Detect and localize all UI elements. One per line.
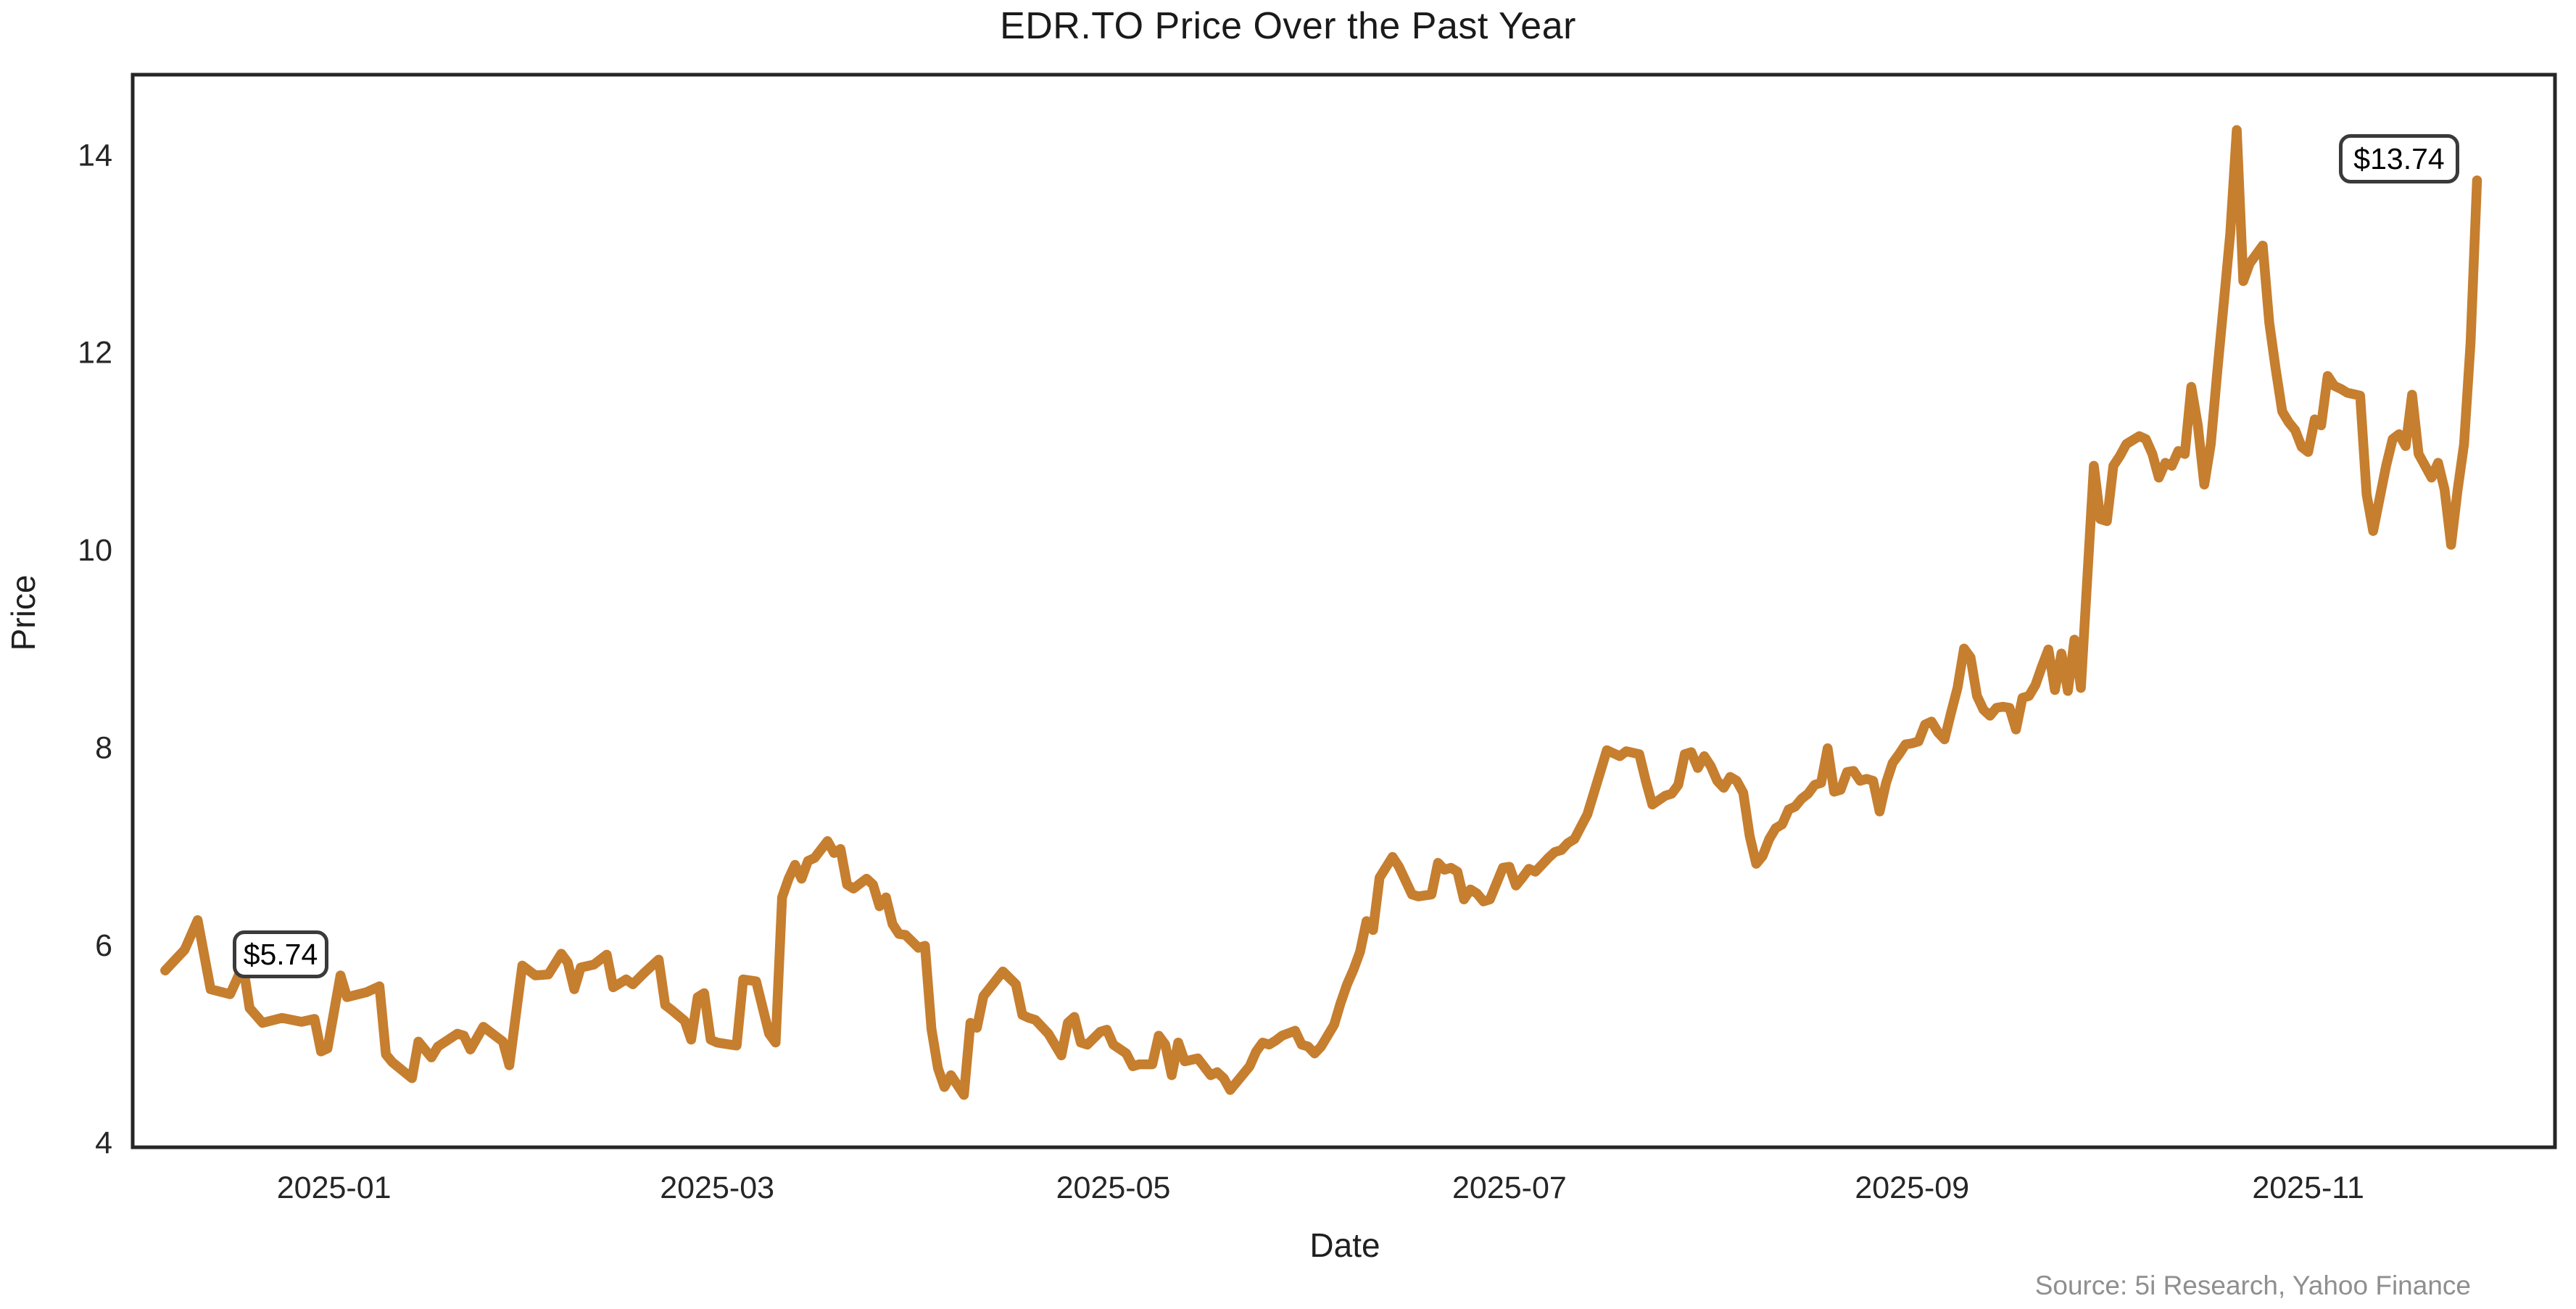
x-tick-label: 2025-03 xyxy=(660,1170,774,1205)
x-tick-label: 2025-11 xyxy=(2252,1170,2364,1205)
y-tick-label: 8 xyxy=(95,730,112,765)
x-tick-label: 2025-01 xyxy=(277,1170,392,1205)
x-axis-label: Date xyxy=(1309,1226,1380,1264)
y-tick-label: 10 xyxy=(78,533,112,568)
y-tick-label: 6 xyxy=(95,928,112,963)
x-tick-label: 2025-07 xyxy=(1452,1170,1567,1205)
plot-border xyxy=(131,73,2557,1149)
source-credit: Source: 5i Research, Yahoo Finance xyxy=(2034,1271,2471,1300)
x-tick-label: 2025-05 xyxy=(1056,1170,1171,1205)
price-line-series xyxy=(160,125,2482,1100)
y-tick-label: 4 xyxy=(95,1126,112,1160)
y-tick-label: 14 xyxy=(78,138,112,173)
y-axis-label: Price xyxy=(4,574,42,651)
x-tick-label: 2025-09 xyxy=(1855,1170,1969,1205)
chart-title: EDR.TO Price Over the Past Year xyxy=(1000,5,1576,47)
start-price-annotation: $5.74 xyxy=(233,930,328,978)
end-price-annotation: $13.74 xyxy=(2339,134,2459,183)
y-tick-label: 12 xyxy=(78,336,112,371)
